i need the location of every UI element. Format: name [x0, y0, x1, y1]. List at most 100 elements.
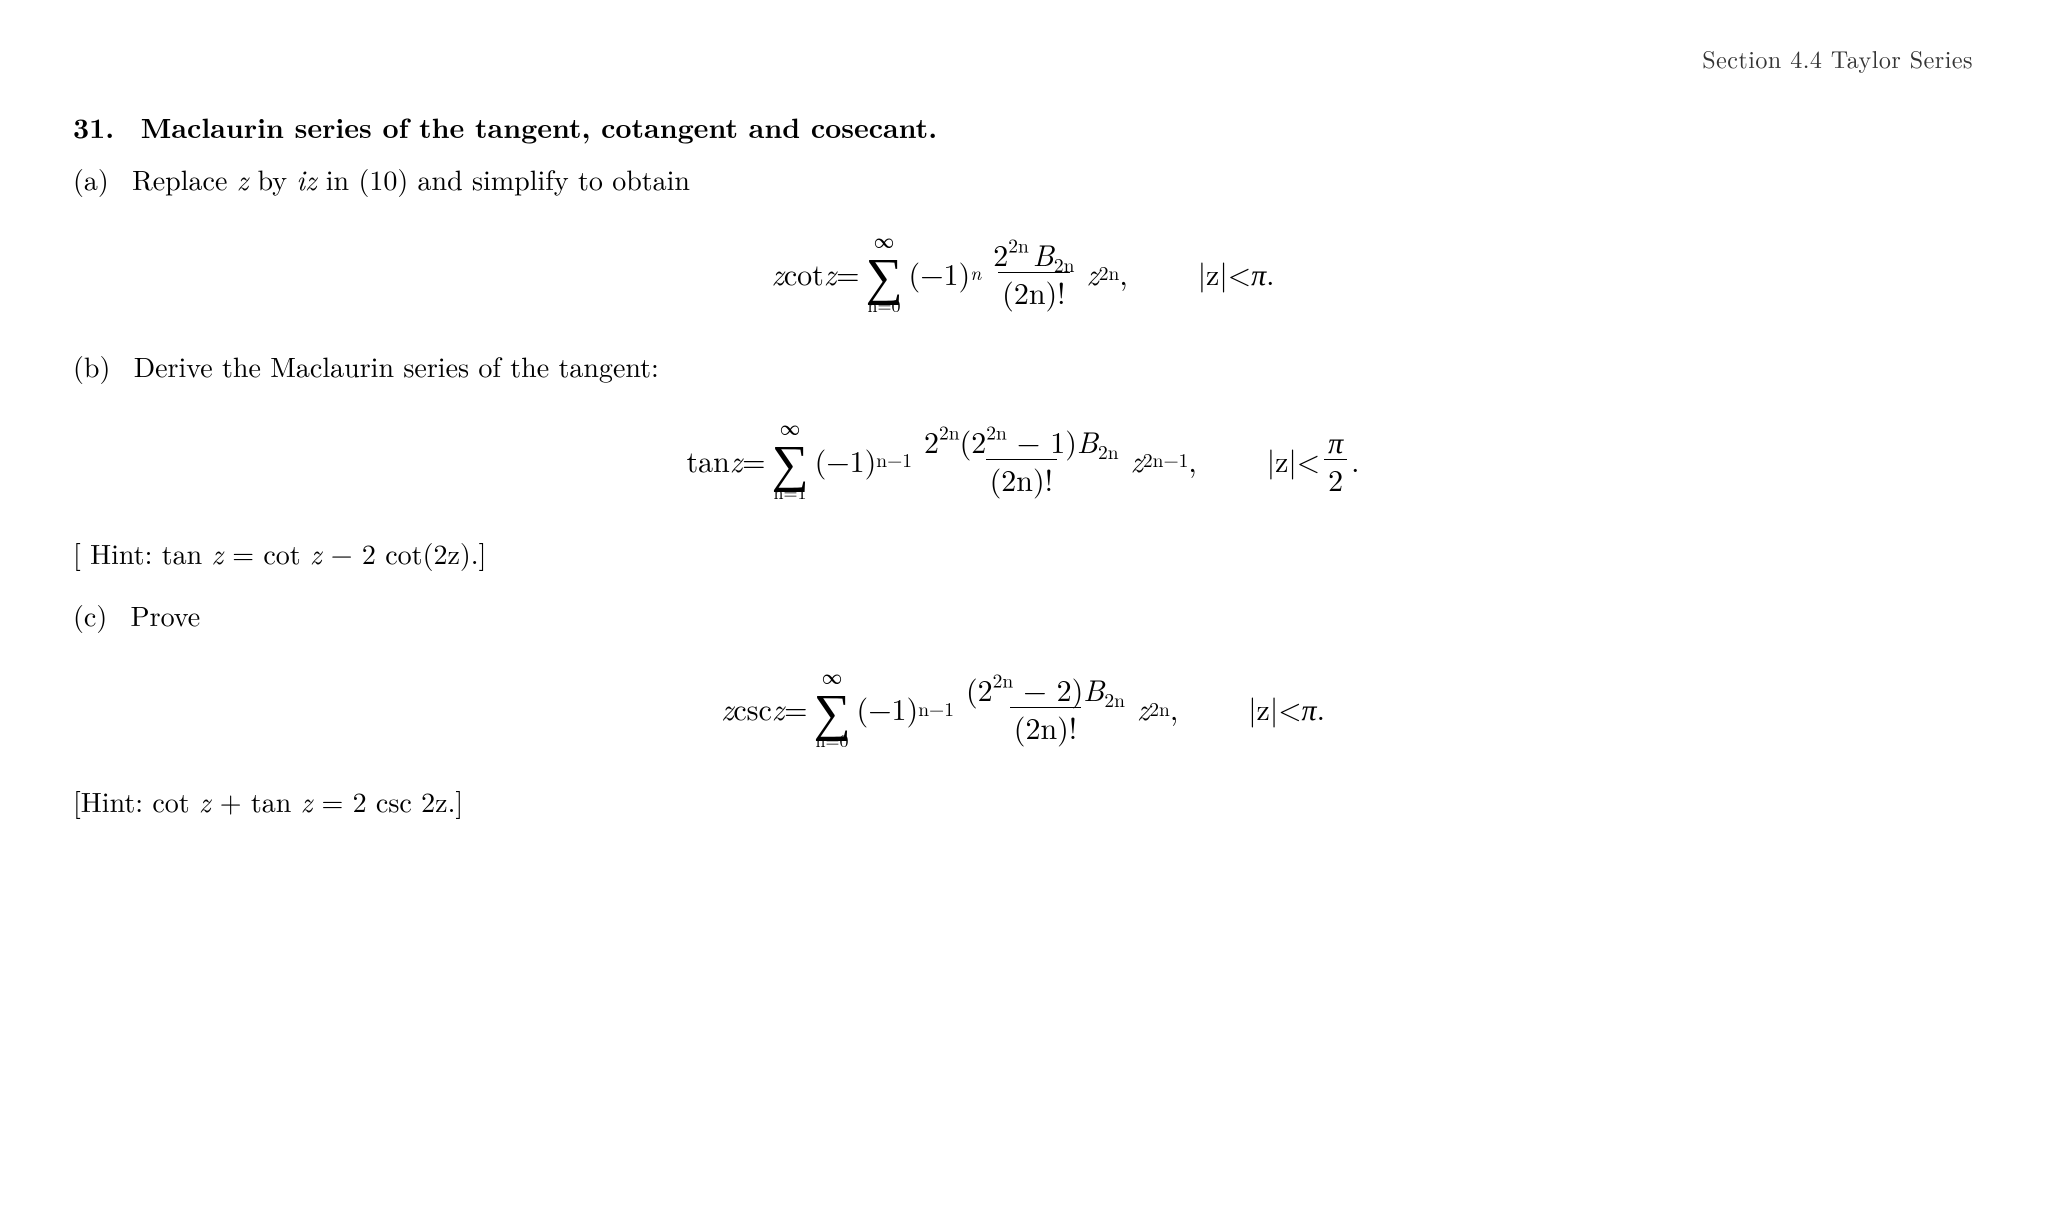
eq-b-den: (2n)!	[986, 459, 1057, 495]
hint-c-z1: z	[199, 781, 210, 821]
problem-heading: 31. Maclaurin series of the tangent, cot…	[73, 106, 1973, 148]
hint-c-open: [Hint:	[73, 781, 152, 821]
hint-c-arg: 2z	[421, 781, 447, 821]
hint-c-close: .]	[448, 781, 464, 821]
eq-a-sum-bot: n=0	[867, 297, 900, 315]
part-a-var-z: z	[237, 159, 248, 199]
eq-a-num-B: B	[1033, 232, 1054, 275]
eq-a-cond-end: .	[1266, 250, 1274, 295]
hint-b-eq: =	[223, 533, 263, 573]
eq-c-equals: =	[784, 685, 807, 730]
eq-b-frac: 22n(22n − 1)B2n (2n)!	[920, 424, 1123, 495]
part-a-text-3: in (10) and simplify to obtain	[316, 159, 690, 199]
eq-a-num-2exp: 2n	[1008, 230, 1029, 258]
eq-c-comma: ,	[1170, 685, 1178, 730]
eq-c-num-Bsub: 2n	[1104, 685, 1125, 713]
eq-c-den: (2n)!	[1010, 707, 1081, 743]
eq-c-lhs-z2: z	[772, 685, 784, 730]
hint-c-tan: tan	[251, 781, 301, 821]
part-a-text-1: Replace	[132, 159, 237, 199]
part-c-text: Prove	[131, 595, 201, 635]
eq-a-lhs-cot: cot	[784, 250, 824, 295]
part-c-label: (c)	[73, 595, 107, 635]
eq-a-equals: =	[836, 250, 859, 295]
hint-c-cot: cot	[152, 781, 199, 821]
eq-b-cond-frac: π 2	[1324, 424, 1347, 495]
eq-a-tail-z: z	[1087, 250, 1099, 295]
hint-c-z2: z	[301, 781, 312, 821]
eq-b-num-minus1: − 1)	[1007, 419, 1077, 462]
eq-b-cond-lhs: |z|	[1267, 437, 1297, 482]
hint-b-tan: tan	[162, 533, 212, 573]
eq-b-sum: ∞ ∑ n=1	[772, 417, 809, 502]
part-b-line: (b) Derive the Maclaurin series of the t…	[73, 345, 1973, 387]
part-b-label: (b)	[73, 346, 110, 386]
eq-c-lhs-csc: csc	[733, 685, 771, 730]
hint-b-z1: z	[211, 533, 222, 573]
eq-a-comma: ,	[1119, 250, 1127, 295]
eq-a-neg1: (−1)	[909, 250, 971, 295]
eq-a-cond-lhs: |z|	[1198, 250, 1228, 295]
eq-c-num-open: (2	[966, 667, 993, 710]
hint-b-open: [ Hint:	[73, 533, 162, 573]
eq-b-num-2b: 2	[971, 419, 986, 462]
eq-c-cond-lhs: |z|	[1248, 685, 1278, 730]
eq-b-cond-end: .	[1351, 437, 1359, 482]
equation-a: z cot z = ∞ ∑ n=0 (−1)n 22nB2n (2n)!	[73, 230, 1973, 315]
hint-b-cot: cot	[263, 533, 310, 573]
eq-a-den: (2n)!	[998, 272, 1069, 308]
eq-b-lhs-z: z	[730, 437, 742, 482]
eq-b-num-Bsub: 2n	[1098, 437, 1119, 465]
part-a-text-2: by	[248, 159, 296, 199]
eq-b-cond-num: π	[1324, 424, 1347, 459]
eq-b-cond-den: 2	[1324, 459, 1347, 495]
hint-c-csc: csc	[367, 781, 422, 821]
eq-c-cond-rhs: π	[1302, 685, 1317, 730]
eq-a-sum: ∞ ∑ n=0	[865, 230, 902, 315]
hint-c-eq: = 2	[312, 781, 366, 821]
problem-title: Maclaurin series of the tangent, cotange…	[141, 107, 937, 147]
part-a-var-iz: iz	[296, 159, 316, 199]
hint-b-close: .]	[471, 533, 487, 573]
hint-c-plus: +	[210, 781, 250, 821]
sigma-icon: ∑	[865, 250, 902, 297]
hint-b-z2: z	[310, 533, 321, 573]
eq-c-tail-z: z	[1137, 685, 1149, 730]
eq-c-num-exp: 2n	[993, 666, 1014, 694]
eq-b-num-2a-exp: 2n	[939, 417, 960, 445]
eq-a-num-2: 2	[993, 232, 1008, 275]
eq-b-main: tan z = ∞ ∑ n=1 (−1)n−1 22n(22n − 1)B2n …	[687, 417, 1197, 502]
eq-b-sum-bot: n=1	[774, 484, 807, 502]
eq-c-lhs-z: z	[721, 685, 733, 730]
eq-c-sum: ∞ ∑ n=0	[813, 666, 850, 751]
hint-b-arg: (2z)	[423, 533, 471, 573]
eq-b-comma: ,	[1188, 437, 1196, 482]
eq-b-cond: |z| < π 2 .	[1267, 424, 1360, 495]
eq-b-num-paren: (	[960, 419, 972, 462]
eq-c-num-rest: − 2)	[1013, 667, 1083, 710]
eq-c-frac: (22n − 2)B2n (2n)!	[962, 672, 1129, 743]
eq-c-main: z csc z = ∞ ∑ n=0 (−1)n−1 (22n − 2)B2n (…	[721, 666, 1178, 751]
eq-b-num-B: B	[1077, 419, 1098, 462]
eq-a-main: z cot z = ∞ ∑ n=0 (−1)n 22nB2n (2n)!	[772, 230, 1128, 315]
problem-number: 31.	[73, 107, 114, 147]
eq-c-cond-end: .	[1317, 685, 1325, 730]
part-a-label: (a)	[73, 159, 109, 199]
part-b-hint: [ Hint: tan z = cot z − 2 cot(2z).]	[73, 532, 1973, 574]
equation-b: tan z = ∞ ∑ n=1 (−1)n−1 22n(22n − 1)B2n …	[73, 417, 1973, 502]
eq-b-num-2b-exp: 2n	[986, 417, 1007, 445]
eq-b-num-2a: 2	[924, 419, 939, 462]
eq-b-cond-op: <	[1297, 437, 1320, 482]
eq-a-cond-rhs: π	[1251, 250, 1266, 295]
eq-b-lhs-tan: tan	[687, 437, 730, 482]
eq-a-cond-op: <	[1228, 250, 1251, 295]
hint-b-minus: − 2	[321, 533, 375, 573]
page: Section 4.4 Taylor Series 31. Maclaurin …	[73, 40, 1973, 822]
part-c-hint: [Hint: cot z + tan z = 2 csc 2z.]	[73, 780, 1973, 822]
part-a-line: (a) Replace z by iz in (10) and simplify…	[73, 158, 1973, 200]
eq-a-frac: 22nB2n (2n)!	[989, 237, 1078, 308]
eq-a-cond: |z| < π.	[1198, 250, 1275, 295]
equation-c: z csc z = ∞ ∑ n=0 (−1)n−1 (22n − 2)B2n (…	[73, 666, 1973, 751]
eq-b-tail-z: z	[1131, 437, 1143, 482]
eq-c-cond-op: <	[1278, 685, 1301, 730]
